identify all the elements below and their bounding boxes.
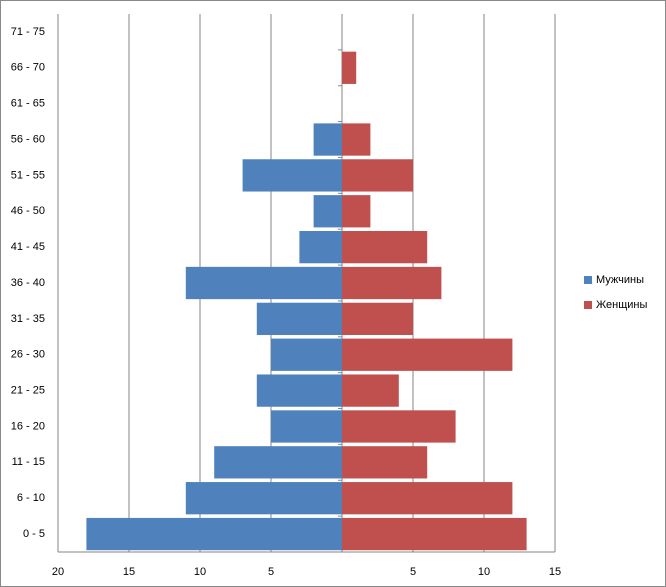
x-tick-label: 10	[478, 566, 490, 578]
bar	[256, 374, 342, 407]
y-tick-label: 51 - 55	[11, 169, 45, 181]
y-tick-label: 31 - 35	[11, 313, 45, 325]
y-tick-label: 46 - 50	[11, 205, 45, 217]
bar	[271, 410, 342, 443]
bar	[342, 266, 442, 300]
bar	[313, 123, 342, 156]
bar	[313, 195, 342, 228]
bar	[256, 302, 342, 336]
bar	[185, 482, 342, 515]
y-tick-label: 36 - 40	[11, 277, 45, 289]
x-tick-label: 15	[123, 566, 135, 578]
bar	[299, 230, 342, 264]
bar	[342, 517, 527, 551]
x-tick-label: 20	[52, 566, 64, 578]
bar	[342, 446, 428, 479]
legend-swatch	[584, 276, 592, 284]
y-tick-label: 16 - 20	[11, 420, 45, 432]
x-tick-label: 15	[549, 566, 561, 578]
x-tick-label: 5	[410, 566, 416, 578]
bar	[86, 517, 343, 551]
bar	[342, 51, 357, 84]
legend-label: Мужчины	[596, 274, 644, 286]
y-tick-label: 66 - 70	[11, 62, 45, 74]
legend-label: Женщины	[596, 299, 647, 311]
y-tick-label: 0 - 5	[23, 528, 45, 540]
bar	[342, 338, 513, 371]
bar	[342, 159, 413, 192]
y-tick-label: 26 - 30	[11, 349, 45, 361]
bar	[342, 195, 371, 228]
bar	[342, 230, 428, 264]
bar	[342, 482, 513, 515]
y-tick-label: 41 - 45	[11, 241, 45, 253]
bar	[342, 374, 399, 407]
y-tick-label: 61 - 65	[11, 98, 45, 110]
x-tick-label: 10	[194, 566, 206, 578]
y-tick-label: 71 - 75	[11, 26, 45, 38]
bar	[271, 338, 342, 371]
legend-swatch	[584, 301, 592, 309]
y-tick-label: 11 - 15	[12, 456, 45, 468]
y-tick-label: 56 - 60	[11, 133, 45, 145]
x-tick-label: 5	[268, 566, 274, 578]
bar	[214, 446, 342, 479]
bar	[342, 302, 413, 336]
bar	[242, 159, 342, 192]
bar	[342, 123, 371, 156]
y-tick-label: 21 - 25	[11, 385, 45, 397]
bar	[185, 266, 342, 300]
y-tick-label: 6 - 10	[17, 492, 45, 504]
bar	[342, 410, 456, 443]
